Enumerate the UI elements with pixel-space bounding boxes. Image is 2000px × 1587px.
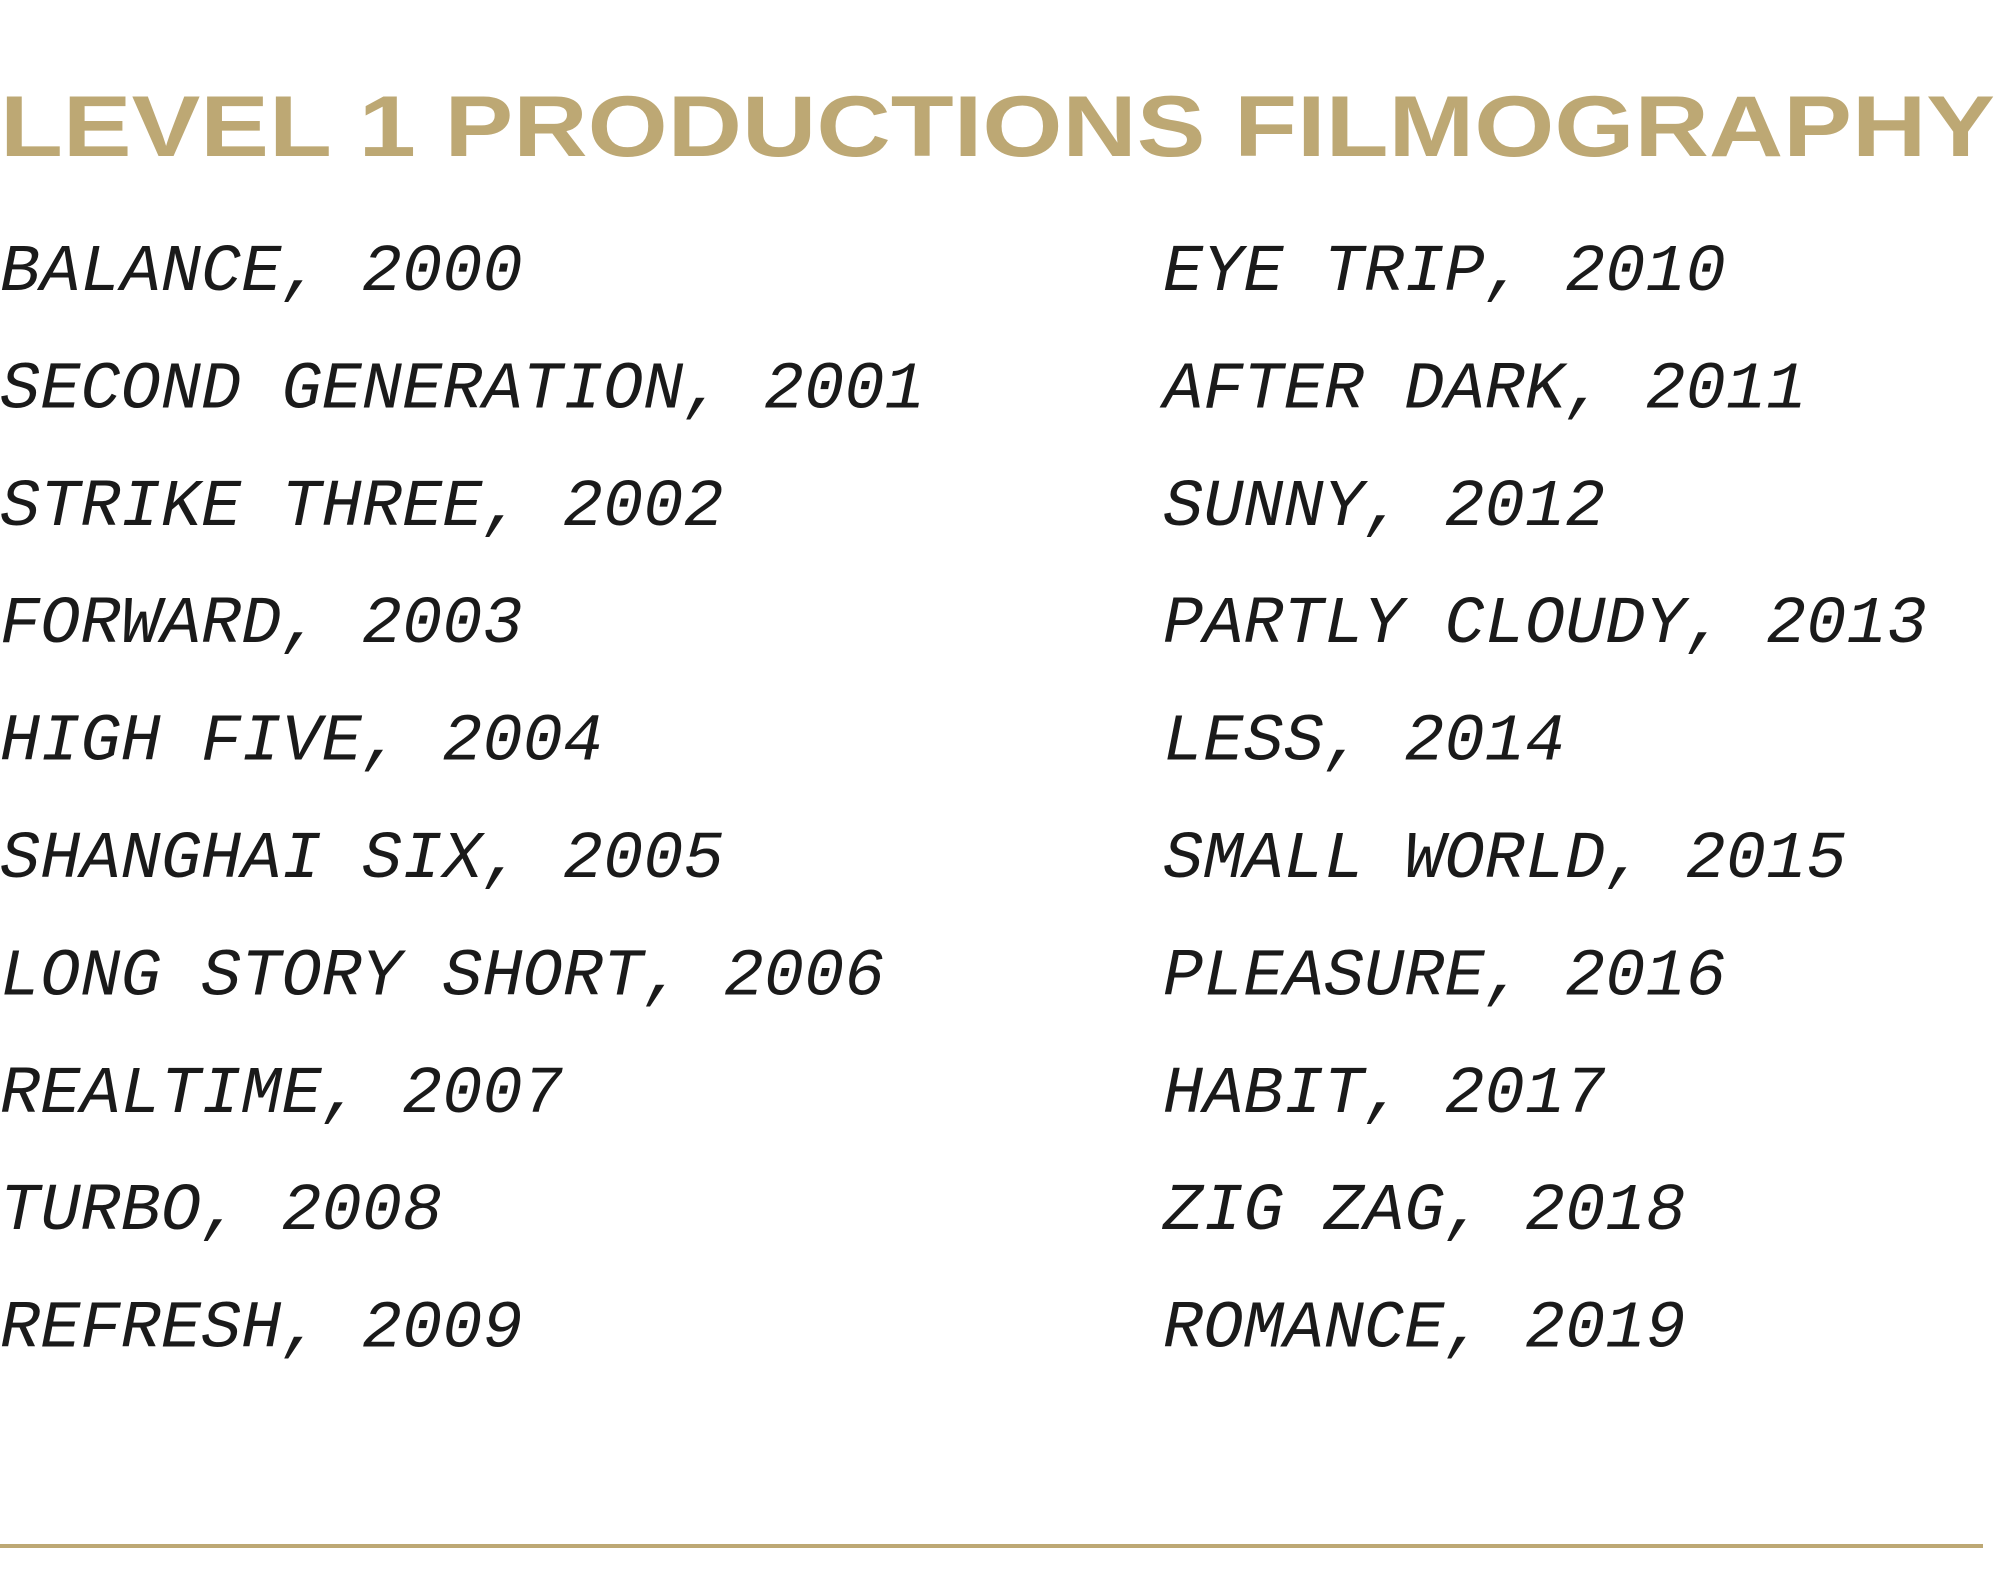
film-entry: SHANGHAI SIX, 2005 [0,822,724,898]
film-entry: FORWARD, 2003 [0,587,523,663]
film-entry: EYE TRIP, 2010 [1163,235,1726,311]
film-entry: HABIT, 2017 [1163,1057,1606,1133]
film-entry: SMALL WORLD, 2015 [1163,822,1847,898]
film-entry: ZIG ZAG, 2018 [1161,1174,1686,1250]
film-entry: SECOND GENERATION, 2001 [0,352,925,428]
film-entry: ROMANCE, 2019 [1163,1292,1686,1368]
film-entry: REFRESH, 2009 [0,1292,523,1368]
film-entry: LONG STORY SHORT, 2006 [0,939,885,1015]
film-entry: STRIKE THREE, 2002 [0,470,724,546]
title: LEVEL 1 PRODUCTIONS FILMOGRAPHY [0,79,1995,175]
film-entry: REALTIME, 2007 [0,1057,564,1133]
film-entry: BALANCE, 2000 [0,235,523,311]
film-entry: AFTER DARK, 2011 [1159,352,1806,428]
film-entry: PLEASURE, 2016 [1163,939,1726,1015]
film-entry: PARTLY CLOUDY, 2013 [1163,587,1927,663]
film-entry: SUNNY, 2012 [1163,470,1605,546]
film-entry: HIGH FIVE, 2004 [0,705,603,781]
film-entry: LESS, 2014 [1163,705,1565,781]
film-entry: TURBO, 2008 [0,1174,442,1250]
